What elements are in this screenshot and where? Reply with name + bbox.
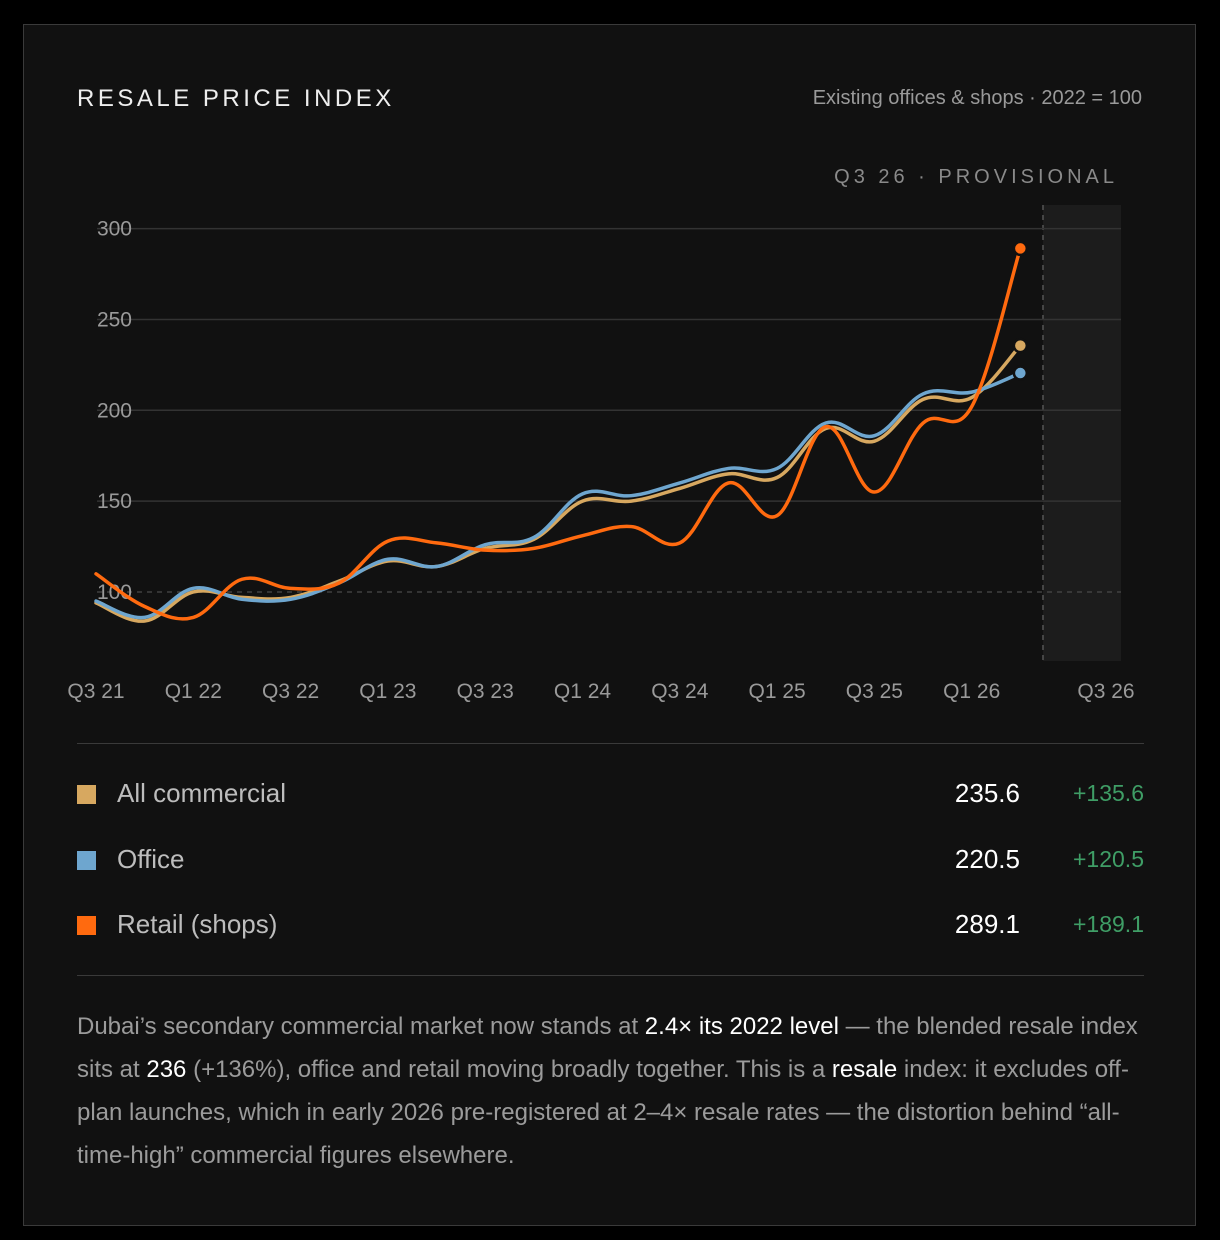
x-tick-label: Q1 26 [943, 680, 1000, 703]
chart-subtitle: Existing offices & shops · 2022 = 100 [812, 87, 1142, 109]
chart-card: RESALE PRICE INDEX Existing offices & sh… [23, 24, 1196, 1226]
legend-value: 220.5 [954, 844, 1020, 874]
x-tick-label: Q3 26 [1077, 680, 1134, 703]
legend-row-all-commercial: All commercial 235.6 +135.6 [77, 773, 1144, 813]
x-tick-label: Q3 21 [67, 680, 124, 703]
note-highlight: 2.4× its 2022 level [644, 1013, 839, 1040]
y-tick-label: 150 [97, 490, 132, 513]
series-line-retail-shops [94, 246, 1023, 621]
legend-change: +120.5 [1073, 846, 1144, 872]
legend-label: All commercial [117, 778, 287, 808]
note-text: Dubai’s secondary commercial market now … [77, 1013, 645, 1040]
y-tick-label: 200 [97, 399, 132, 422]
y-tick-label: 300 [97, 218, 132, 241]
note-highlight: 236 [146, 1056, 187, 1083]
x-tick-label: Q1 24 [554, 680, 612, 703]
legend-change: +189.1 [1073, 911, 1144, 937]
series-endpoint-retail-shops [1012, 240, 1029, 257]
divider-top [77, 743, 1144, 744]
divider-bottom [77, 975, 1144, 976]
note-text: (+136%), office and retail moving broadl… [186, 1056, 832, 1083]
x-tick-label: Q1 23 [359, 680, 416, 703]
legend-label: Office [117, 844, 185, 874]
x-tick-label: Q3 25 [846, 680, 903, 703]
legend-change: +135.6 [1073, 780, 1144, 806]
line-chart: Q3 26 · PROVISIONAL 100 150 200 250 300 Q3 21 Q… [67, 166, 1134, 703]
legend-value: 289.1 [954, 909, 1020, 939]
x-tick-label: Q3 22 [262, 680, 319, 703]
provisional-label: Q3 26 · PROVISIONAL [834, 166, 1118, 188]
commentary-text: Dubai’s secondary commercial market now … [77, 1005, 1147, 1177]
series-endpoint-office [1012, 365, 1029, 381]
series-line-all-commercial [94, 343, 1023, 623]
legend-row-office: Office 220.5 +120.5 [77, 839, 1144, 879]
note-text: index: it excludes off-plan launches, wh… [77, 1056, 1129, 1169]
x-tick-label: Q1 22 [165, 680, 222, 703]
chart-title: RESALE PRICE INDEX [77, 85, 395, 112]
x-tick-label: Q3 24 [651, 680, 709, 703]
legend-swatch-office [77, 851, 96, 870]
legend-label: Retail (shops) [117, 909, 278, 939]
legend-swatch-retail [77, 916, 96, 935]
legend-value: 235.6 [954, 778, 1020, 808]
series-endpoint-all-commercial [1012, 337, 1029, 354]
series-line-office [94, 371, 1023, 620]
legend-row-retail: Retail (shops) 289.1 +189.1 [77, 904, 1144, 944]
legend-swatch-all-commercial [77, 785, 96, 804]
y-tick-label: 100 [97, 581, 132, 604]
x-tick-label: Q1 25 [748, 680, 805, 703]
x-tick-label: Q3 23 [457, 680, 514, 703]
y-tick-label: 250 [97, 308, 132, 331]
note-text: — the blended resale index sits at [77, 1013, 1138, 1083]
provisional-band [1043, 205, 1121, 661]
note-highlight: resale [831, 1056, 898, 1083]
